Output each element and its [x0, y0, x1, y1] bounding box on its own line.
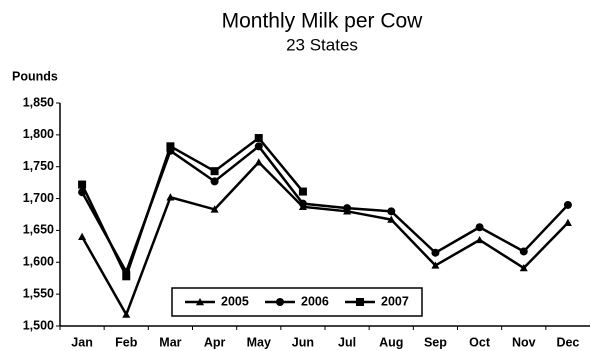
- y-axis-label: Pounds: [12, 69, 58, 83]
- marker: [563, 218, 572, 226]
- legend-marker: [356, 298, 364, 306]
- marker: [563, 200, 572, 209]
- x-tick-label: Apr: [204, 335, 226, 349]
- y-tick-label: 1,600: [23, 255, 54, 269]
- legend-marker: [196, 298, 204, 306]
- x-tick-label: Jun: [292, 335, 314, 349]
- y-tick-label: 1,700: [23, 191, 54, 205]
- x-tick-label: May: [247, 335, 271, 349]
- x-tick-label: Jul: [338, 335, 356, 349]
- marker: [475, 235, 484, 244]
- marker: [431, 261, 440, 269]
- x-tick-label: Jan: [71, 335, 93, 349]
- legend-label: 2005: [221, 294, 249, 308]
- marker: [166, 193, 175, 201]
- legend-marker: [276, 298, 284, 306]
- x-tick-label: Nov: [512, 335, 536, 349]
- series-line: [80, 160, 569, 318]
- marker: [254, 142, 263, 151]
- marker: [254, 158, 263, 166]
- legend-label: 2006: [301, 294, 329, 308]
- x-tick-label: Feb: [115, 335, 138, 349]
- marker: [475, 223, 484, 232]
- x-tick-label: Mar: [159, 335, 181, 349]
- y-tick-label: 1,650: [23, 223, 54, 237]
- legend: 2005 2006 2007: [171, 287, 423, 317]
- legend-label: 2007: [381, 294, 409, 308]
- series-line: [80, 136, 304, 280]
- marker: [254, 134, 263, 143]
- y-tick-label: 1,750: [23, 159, 54, 173]
- marker: [166, 142, 175, 151]
- marker: [78, 232, 87, 240]
- marker: [298, 199, 307, 208]
- marker: [122, 272, 131, 281]
- x-tick-label: Oct: [469, 335, 491, 349]
- y-tick-label: 1,550: [23, 286, 54, 300]
- marker: [387, 207, 396, 216]
- marker: [431, 248, 440, 257]
- marker: [210, 177, 219, 186]
- x-tick-label: Sep: [424, 335, 447, 349]
- marker: [343, 204, 352, 213]
- x-tick-label: Aug: [379, 335, 403, 349]
- y-tick-label: 1,800: [23, 127, 54, 141]
- marker: [519, 247, 528, 256]
- marker: [210, 167, 219, 176]
- marker: [298, 187, 307, 196]
- marker: [387, 215, 396, 223]
- x-tick-label: Dec: [556, 335, 579, 349]
- marker: [210, 205, 219, 213]
- y-tick-label: 1,500: [23, 318, 54, 332]
- chart-subtitle: 23 States: [286, 35, 358, 54]
- marker: [122, 310, 131, 318]
- y-tick-label: 1,850: [23, 95, 54, 109]
- marker: [78, 180, 87, 189]
- marker: [519, 264, 528, 272]
- chart-title: Monthly Milk per Cow: [222, 10, 424, 33]
